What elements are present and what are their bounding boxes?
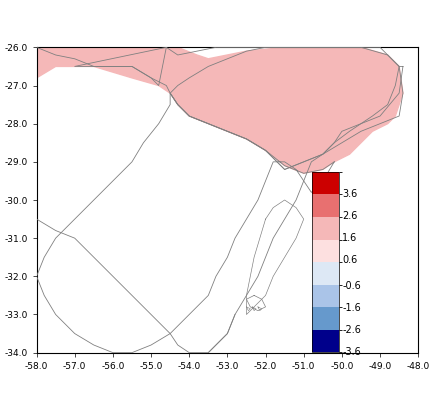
Text: 0.6: 0.6 <box>342 255 358 265</box>
Text: 2.6: 2.6 <box>342 211 358 221</box>
Text: -1.6: -1.6 <box>342 303 361 313</box>
Text: 3.6: 3.6 <box>342 189 358 199</box>
Polygon shape <box>36 47 403 173</box>
Text: -3.6: -3.6 <box>342 347 361 357</box>
Text: -2.6: -2.6 <box>342 325 361 335</box>
Text: -0.6: -0.6 <box>342 281 361 291</box>
Text: 1.6: 1.6 <box>342 233 358 243</box>
